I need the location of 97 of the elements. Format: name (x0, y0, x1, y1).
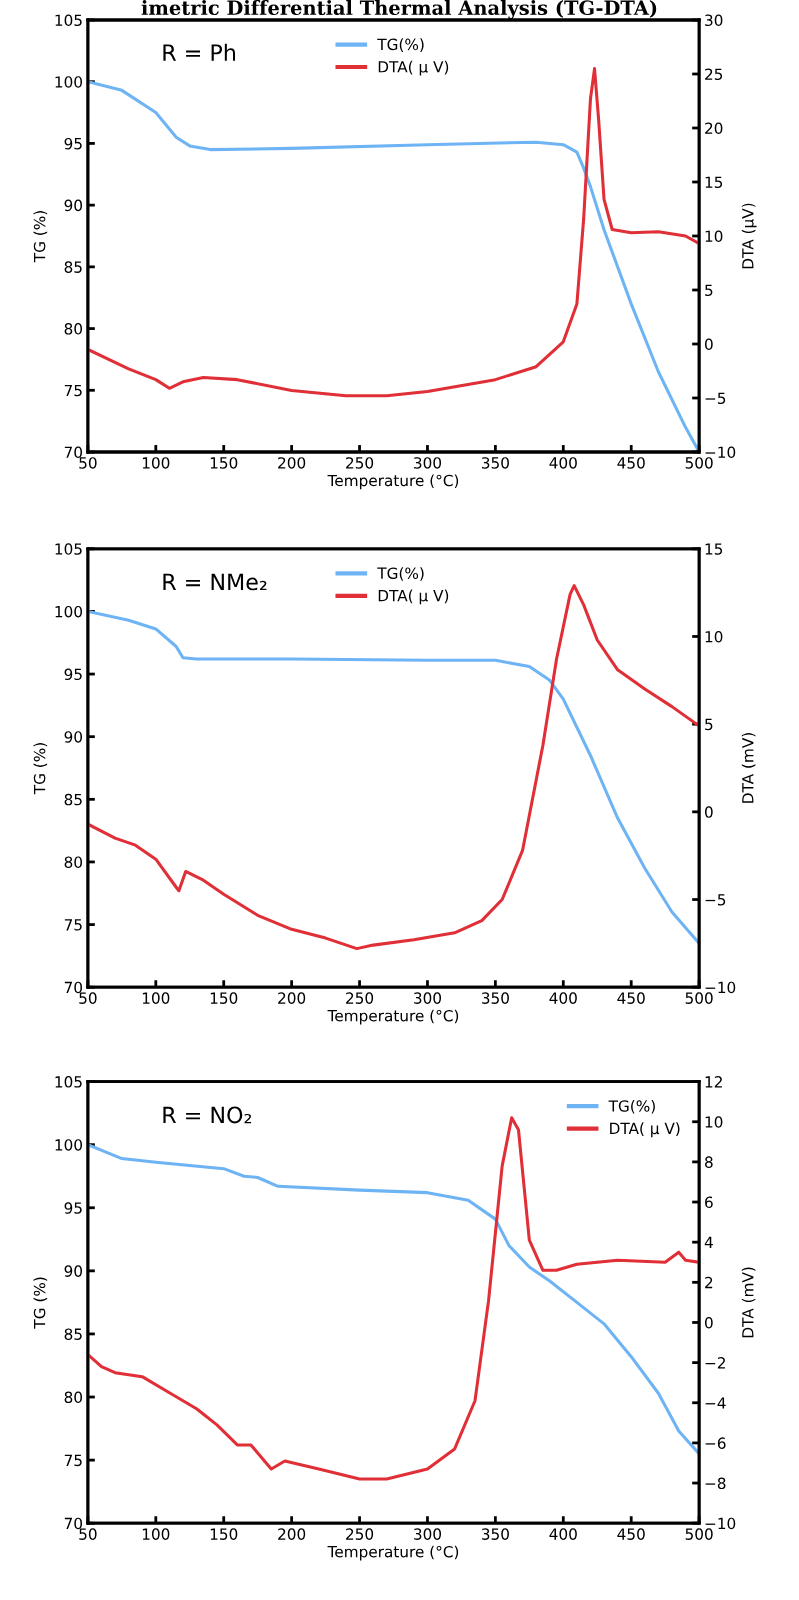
x-tick-label: 500 (685, 1528, 713, 1540)
x-tick-label: 350 (481, 457, 509, 469)
y-tick-label: 100 (55, 1139, 83, 1151)
y2-tick-label: −6 (705, 1437, 726, 1449)
x-tick-label: 250 (346, 1528, 374, 1540)
y2-tick-label: 30 (705, 14, 723, 27)
y2-tick-label: 10 (705, 1116, 723, 1128)
x-tick-label: 100 (142, 1528, 170, 1540)
y2-tick-label: 15 (705, 176, 723, 189)
y2-tick-label: 10 (705, 630, 723, 643)
y2-axis-title: DTA (μV) (741, 203, 757, 269)
x-tick-label: 500 (685, 992, 713, 1004)
annotation: R = NO₂ (163, 1106, 252, 1124)
x-tick-label: 150 (210, 1528, 238, 1540)
x-tick-label: 400 (549, 992, 577, 1004)
x-tick-label: 200 (278, 992, 306, 1004)
y-tick-label: 95 (64, 668, 82, 681)
y2-tick-label: −5 (705, 392, 726, 405)
y2-axis-title: DTA (mV) (741, 1267, 756, 1338)
y-tick-label: 105 (55, 543, 82, 555)
x-axis-title: Temperature (°C) (327, 1009, 459, 1025)
x-tick-label: 400 (549, 1528, 577, 1540)
x-tick-label: 50 (79, 1528, 97, 1540)
y-tick-label: 105 (55, 1076, 82, 1088)
x-tick-label: 100 (142, 457, 170, 469)
legend-label: DTA( μ V) (378, 589, 449, 605)
y-tick-label: 100 (55, 76, 83, 88)
y2-tick-label: 6 (705, 1196, 713, 1209)
y-axis-title: TG (%) (33, 743, 48, 795)
y-tick-label: 80 (64, 856, 83, 868)
y-tick-label: 75 (64, 384, 82, 397)
y-tick-label: 105 (55, 14, 82, 27)
y2-tick-label: 2 (705, 1276, 713, 1289)
x-axis-title: Temperature (°C) (327, 1545, 459, 1561)
y-tick-label: 80 (64, 323, 83, 335)
y-tick-label: 90 (64, 731, 83, 743)
y2-tick-label: 20 (705, 122, 723, 135)
y-tick-label: 80 (64, 1391, 83, 1404)
x-tick-label: 400 (549, 457, 577, 469)
x-tick-label: 200 (278, 457, 306, 469)
x-tick-label: 200 (278, 1528, 306, 1540)
y2-tick-label: 0 (704, 338, 713, 351)
y2-tick-label: 5 (705, 284, 713, 297)
y2-tick-label: 8 (705, 1156, 713, 1168)
y2-tick-label: 4 (704, 1236, 713, 1248)
y-tick-label: 95 (64, 137, 82, 150)
y-tick-label: 75 (64, 919, 82, 931)
x-tick-label: 50 (79, 457, 97, 469)
y-tick-label: 85 (64, 1328, 82, 1340)
legend-label: DTA( μ V) (378, 60, 449, 76)
y-tick-label: 100 (55, 605, 83, 618)
legend-label: TG(%) (377, 38, 424, 52)
x-tick-label: 300 (414, 457, 442, 469)
y2-tick-label: 10 (705, 230, 723, 243)
x-tick-label: 150 (210, 457, 238, 469)
y-tick-label: 85 (64, 793, 82, 806)
y-tick-label: 90 (64, 199, 83, 212)
y2-tick-label: −10 (705, 446, 736, 459)
y2-axis-title: DTA (mV) (741, 733, 756, 803)
x-tick-label: 450 (617, 992, 645, 1004)
x-tick-label: 250 (346, 457, 374, 469)
y2-tick-label: −5 (705, 894, 726, 906)
y2-tick-label: 15 (705, 543, 723, 555)
y-tick-label: 85 (64, 261, 82, 273)
y2-tick-label: −2 (705, 1357, 725, 1369)
x-axis-title: Temperature (°C) (327, 474, 459, 490)
x-tick-label: 350 (481, 1528, 509, 1540)
x-tick-label: 50 (79, 992, 97, 1004)
y2-tick-label: 5 (705, 718, 713, 731)
y2-tick-label: −8 (705, 1477, 726, 1490)
legend-label: TG(%) (608, 1099, 655, 1114)
y2-tick-label: 0 (704, 806, 713, 818)
annotation: R = NMe₂ (163, 573, 267, 591)
y-tick-label: 95 (64, 1202, 82, 1214)
legend-label: TG(%) (377, 567, 424, 581)
y2-tick-label: −10 (705, 981, 736, 994)
y-axis-title: TG (%) (33, 211, 48, 263)
x-tick-label: 300 (414, 992, 442, 1004)
chart-title: imetric Differential Thermal Analysis (TG-DTA) (141, 0, 657, 20)
x-tick-label: 350 (481, 992, 509, 1004)
x-tick-label: 300 (414, 1528, 442, 1540)
y2-tick-label: −4 (705, 1397, 726, 1409)
y-tick-label: 90 (64, 1265, 83, 1277)
legend-label: DTA( μ V) (610, 1122, 680, 1138)
y2-tick-label: −10 (705, 1517, 736, 1530)
x-tick-label: 450 (617, 1528, 645, 1540)
y-axis-title: TG (%) (33, 1277, 48, 1329)
y2-tick-label: 25 (705, 68, 723, 81)
x-tick-label: 100 (142, 992, 170, 1004)
x-tick-label: 150 (210, 992, 238, 1004)
y2-tick-label: 0 (704, 1316, 713, 1329)
x-tick-label: 500 (685, 457, 713, 469)
y2-tick-label: 12 (705, 1076, 722, 1088)
x-tick-label: 450 (617, 457, 645, 469)
y-tick-label: 75 (64, 1454, 82, 1467)
annotation: R = Ph (163, 43, 236, 61)
x-tick-label: 250 (346, 992, 374, 1004)
